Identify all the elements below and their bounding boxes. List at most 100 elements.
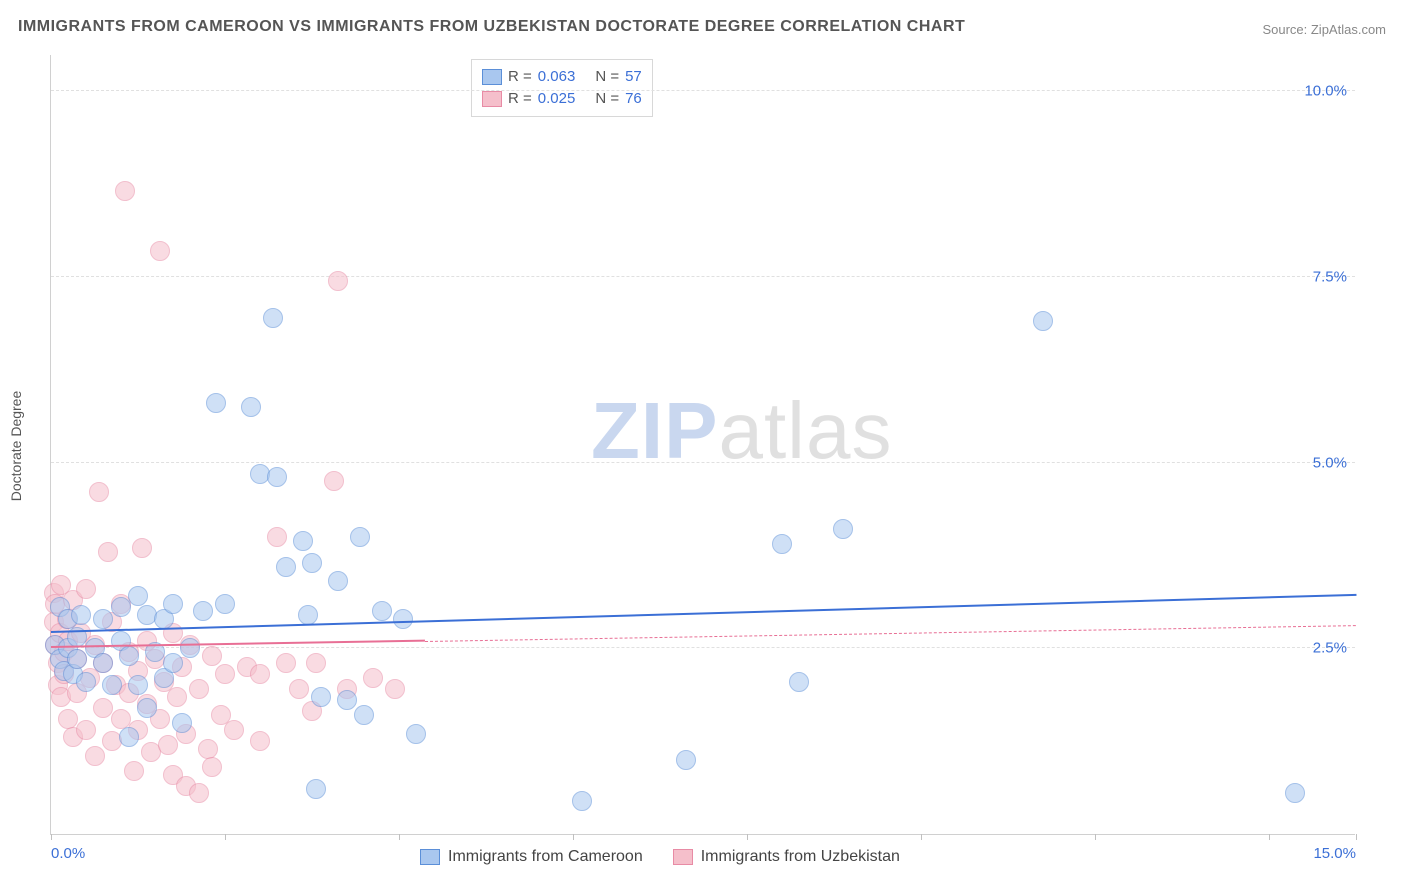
data-point	[119, 646, 139, 666]
data-point	[302, 553, 322, 573]
data-point	[180, 638, 200, 658]
data-point	[167, 687, 187, 707]
data-point	[241, 397, 261, 417]
data-point	[67, 649, 87, 669]
data-point	[224, 720, 244, 740]
data-point	[128, 586, 148, 606]
data-point	[202, 646, 222, 666]
watermark: ZIPatlas	[591, 385, 892, 477]
legend-row-uzbekistan: R = 0.025 N = 76	[482, 88, 642, 110]
gridline	[51, 647, 1355, 648]
n-value-cameroon: 57	[625, 66, 642, 88]
x-tick	[1095, 834, 1096, 840]
legend-label-uzbekistan: Immigrants from Uzbekistan	[701, 848, 900, 866]
legend-item-cameroon: Immigrants from Cameroon	[420, 848, 643, 866]
legend-item-uzbekistan: Immigrants from Uzbekistan	[673, 848, 900, 866]
data-point	[198, 739, 218, 759]
source-label: Source: ZipAtlas.com	[1262, 22, 1386, 37]
data-point	[98, 542, 118, 562]
swatch-cameroon	[482, 69, 502, 85]
data-point	[206, 393, 226, 413]
data-point	[276, 653, 296, 673]
data-point	[163, 653, 183, 673]
x-tick	[399, 834, 400, 840]
data-point	[71, 605, 91, 625]
data-point	[76, 720, 96, 740]
x-tick-label: 15.0%	[1313, 845, 1356, 862]
swatch-uzbekistan	[482, 91, 502, 107]
data-point	[193, 601, 213, 621]
data-point	[158, 735, 178, 755]
y-tick-label: 2.5%	[1313, 640, 1347, 657]
data-point	[89, 482, 109, 502]
swatch-uzbekistan-icon	[673, 849, 693, 865]
x-tick-label: 0.0%	[51, 845, 85, 862]
data-point	[772, 534, 792, 554]
r-value-uzbekistan: 0.025	[538, 88, 576, 110]
data-point	[93, 609, 113, 629]
data-point	[102, 675, 122, 695]
data-point	[406, 724, 426, 744]
correlation-legend: R = 0.063 N = 57 R = 0.025 N = 76	[471, 59, 653, 117]
data-point	[85, 746, 105, 766]
data-point	[676, 750, 696, 770]
data-point	[324, 471, 344, 491]
data-point	[172, 713, 192, 733]
data-point	[119, 727, 139, 747]
y-tick-label: 10.0%	[1304, 83, 1347, 100]
data-point	[215, 664, 235, 684]
x-tick	[225, 834, 226, 840]
data-point	[289, 679, 309, 699]
n-label: N =	[595, 88, 619, 110]
chart-container: IMMIGRANTS FROM CAMEROON VS IMMIGRANTS F…	[0, 0, 1406, 892]
swatch-cameroon-icon	[420, 849, 440, 865]
y-tick-label: 5.0%	[1313, 454, 1347, 471]
data-point	[267, 527, 287, 547]
y-tick-label: 7.5%	[1313, 268, 1347, 285]
x-tick	[1356, 834, 1357, 840]
data-point	[306, 779, 326, 799]
data-point	[337, 690, 357, 710]
data-point	[267, 467, 287, 487]
n-label: N =	[595, 66, 619, 88]
gridline	[51, 276, 1355, 277]
data-point	[150, 241, 170, 261]
data-point	[363, 668, 383, 688]
data-point	[111, 597, 131, 617]
data-point	[115, 181, 135, 201]
chart-title: IMMIGRANTS FROM CAMEROON VS IMMIGRANTS F…	[18, 18, 965, 36]
data-point	[311, 687, 331, 707]
data-point	[163, 594, 183, 614]
data-point	[385, 679, 405, 699]
data-point	[215, 594, 235, 614]
data-point	[306, 653, 326, 673]
data-point	[132, 538, 152, 558]
plot-area: ZIPatlas R = 0.063 N = 57 R = 0.025 N = …	[50, 55, 1355, 835]
data-point	[789, 672, 809, 692]
data-point	[276, 557, 296, 577]
legend-row-cameroon: R = 0.063 N = 57	[482, 66, 642, 88]
r-label: R =	[508, 88, 532, 110]
gridline	[51, 90, 1355, 91]
x-tick	[51, 834, 52, 840]
data-point	[372, 601, 392, 621]
data-point	[833, 519, 853, 539]
data-point	[1285, 783, 1305, 803]
data-point	[202, 757, 222, 777]
x-tick	[573, 834, 574, 840]
data-point	[189, 679, 209, 699]
legend-label-cameroon: Immigrants from Cameroon	[448, 848, 643, 866]
data-point	[76, 672, 96, 692]
x-tick	[921, 834, 922, 840]
gridline	[51, 462, 1355, 463]
data-point	[393, 609, 413, 629]
trend-line-dashed	[425, 625, 1356, 642]
data-point	[298, 605, 318, 625]
data-point	[124, 761, 144, 781]
data-point	[350, 527, 370, 547]
data-point	[354, 705, 374, 725]
data-point	[189, 783, 209, 803]
r-value-cameroon: 0.063	[538, 66, 576, 88]
data-point	[328, 571, 348, 591]
data-point	[1033, 311, 1053, 331]
